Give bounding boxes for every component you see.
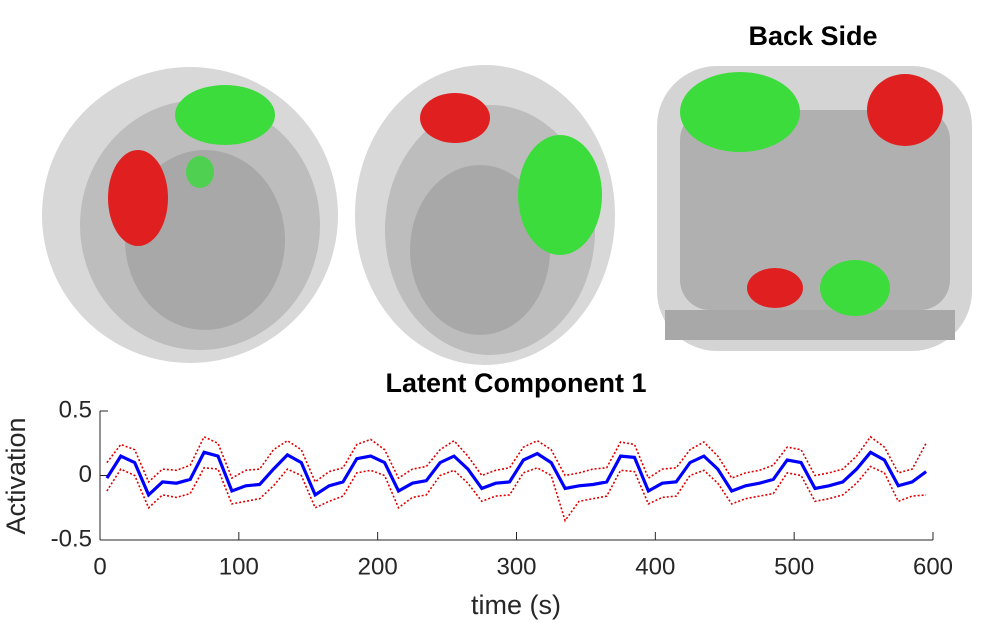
x-tick-label: 0: [93, 553, 106, 580]
x-axis-label: time (s): [471, 590, 561, 620]
brain-middle: [355, 65, 615, 365]
x-tick-label: 100: [219, 553, 259, 580]
chart-title: Latent Component 1: [386, 368, 647, 398]
y-tick-label: 0: [79, 461, 92, 488]
panel-title: Back Side: [748, 21, 877, 51]
x-tick-label: 600: [913, 553, 953, 580]
y-tick-label: -0.5: [51, 525, 92, 552]
brain-back: [657, 66, 972, 351]
x-tick-label: 400: [635, 553, 675, 580]
y-axis-label: Activation: [1, 417, 31, 534]
brain-left: [42, 67, 338, 363]
x-tick-label: 500: [774, 553, 814, 580]
x-tick-label: 200: [358, 553, 398, 580]
y-tick-label: 0.5: [59, 396, 92, 423]
series-line: [106, 435, 927, 484]
series-line: [105, 450, 928, 498]
x-tick-label: 300: [496, 553, 536, 580]
series-line: [106, 465, 927, 523]
